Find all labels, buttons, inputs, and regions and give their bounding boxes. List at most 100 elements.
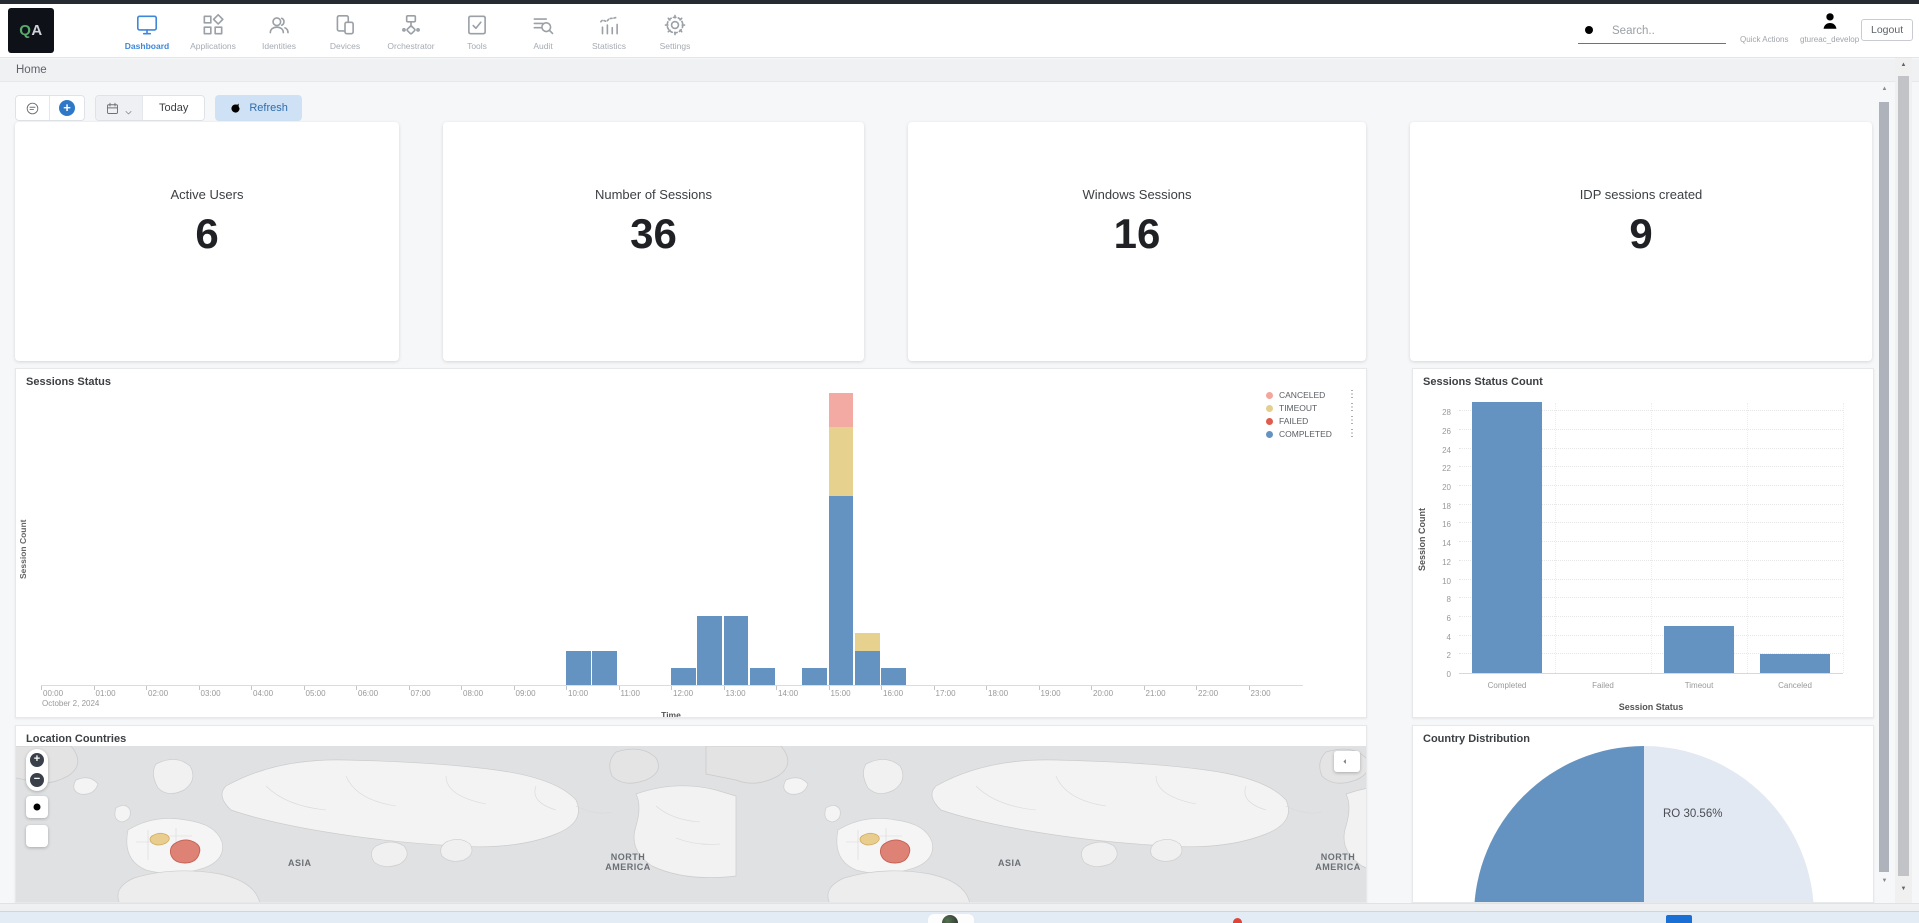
legend-kebab-menu-icon[interactable]: ⋮ xyxy=(1347,389,1357,400)
zoom-in-button[interactable]: + xyxy=(30,753,44,767)
zoom-out-button[interactable]: − xyxy=(30,773,44,787)
nav-item-audit[interactable]: Audit xyxy=(510,4,576,58)
session-bar-segment[interactable] xyxy=(723,616,749,685)
x-axis-category-label: Timeout xyxy=(1684,681,1714,690)
x-axis-tick xyxy=(93,686,95,690)
session-bar-segment[interactable] xyxy=(592,650,617,685)
legend-label: CANCELED xyxy=(1279,390,1326,400)
x-axis-tick xyxy=(1091,686,1092,690)
nav-label: Settings xyxy=(659,40,691,51)
widget-layout-button[interactable] xyxy=(16,96,49,120)
map-locate-button[interactable] xyxy=(26,796,48,818)
browser-scrollbar-thumb[interactable] xyxy=(1898,76,1909,876)
widget-actions-group: + xyxy=(15,95,85,121)
session-bar-segment[interactable] xyxy=(749,667,775,685)
nav-item-settings[interactable]: Settings xyxy=(642,4,708,58)
gridline-vertical xyxy=(1651,403,1652,673)
add-widget-button[interactable]: + xyxy=(49,96,84,120)
maps-row: Location Countries xyxy=(15,725,1874,903)
y-axis-tick-label: 2 xyxy=(1446,651,1451,661)
x-axis-tick-label: 12:00 xyxy=(673,689,694,698)
scroll-down-icon[interactable]: ▼ xyxy=(1881,878,1888,884)
nav-item-statistics[interactable]: Statistics xyxy=(576,4,642,58)
session-bar-segment[interactable] xyxy=(802,667,827,685)
search-input[interactable] xyxy=(1612,24,1712,37)
stat-title: Active Users xyxy=(170,187,244,202)
devices-icon xyxy=(332,12,358,38)
x-axis-tick-label: 05:00 xyxy=(305,689,326,698)
x-axis-tick-label: 22:00 xyxy=(1198,689,1219,698)
legend-row[interactable]: CANCELED ⋮ xyxy=(1266,389,1357,400)
logout-button[interactable]: Logout xyxy=(1861,19,1914,41)
user-menu[interactable]: gtureac_develop xyxy=(1800,10,1859,44)
map-legend-toggle-button[interactable] xyxy=(1334,751,1360,772)
session-bar-segment[interactable] xyxy=(566,650,591,685)
refresh-button[interactable]: Refresh xyxy=(215,95,302,121)
x-axis-tick xyxy=(356,686,357,690)
country-pie-chart[interactable] xyxy=(1474,746,1814,902)
session-bar-segment[interactable] xyxy=(828,427,854,497)
map-label-asia: ASIA xyxy=(288,858,312,868)
nav-item-orchestrator[interactable]: Orchestrator xyxy=(378,4,444,58)
x-axis-tick-label: 15:00 xyxy=(830,689,851,698)
stat-card-active-users: Active Users 6 xyxy=(15,122,399,361)
nav-item-devices[interactable]: Devices xyxy=(312,4,378,58)
browser-scrollbar[interactable]: ▲ ▼ xyxy=(1895,58,1912,903)
date-picker-button[interactable] xyxy=(96,96,142,120)
map-fullscreen-button[interactable] xyxy=(26,825,48,847)
x-axis-tick-label: 00:00 xyxy=(43,689,64,698)
x-axis-tick xyxy=(723,686,725,690)
taskbar-app-icon[interactable] xyxy=(942,915,958,923)
nav-item-applications[interactable]: Applications xyxy=(180,4,246,58)
scroll-up-icon[interactable]: ▲ xyxy=(1900,62,1907,68)
quick-actions-button[interactable]: Quick Actions xyxy=(1740,10,1788,44)
chevron-down-icon xyxy=(124,104,133,114)
nav-item-identities[interactable]: Identities xyxy=(246,4,312,58)
nav-item-dashboard[interactable]: Dashboard xyxy=(114,4,180,58)
world-map[interactable]: ASIA NORTH AMERICA ASIA NORTH AMERICA xyxy=(16,746,1366,902)
status-count-bar[interactable] xyxy=(1760,654,1830,673)
stat-title: IDP sessions created xyxy=(1579,187,1703,202)
status-count-bar[interactable] xyxy=(1664,626,1734,673)
plus-circle-icon: + xyxy=(59,100,75,116)
chart-list-menu-icon[interactable] xyxy=(23,698,37,712)
taskbar-active-app-icon[interactable] xyxy=(1666,915,1692,923)
status-count-bar[interactable] xyxy=(1472,402,1542,673)
x-axis-tick xyxy=(1143,686,1145,690)
x-axis-tick xyxy=(146,686,147,690)
session-bar-segment[interactable] xyxy=(881,667,906,685)
legend-kebab-menu-icon[interactable]: ⋮ xyxy=(1347,428,1357,439)
legend-row[interactable]: COMPLETED ⋮ xyxy=(1266,428,1357,439)
scroll-down-icon[interactable]: ▼ xyxy=(1900,886,1907,892)
crosshair-icon xyxy=(30,800,44,814)
session-bar-segment[interactable] xyxy=(671,667,696,685)
page-bottom-strip xyxy=(0,903,1919,911)
session-bar-segment[interactable] xyxy=(697,616,722,685)
gridline-vertical xyxy=(1747,403,1748,673)
legend-kebab-menu-icon[interactable]: ⋮ xyxy=(1347,402,1357,413)
session-bar-segment[interactable] xyxy=(854,650,880,685)
x-axis-category-label: Completed xyxy=(1487,681,1527,690)
date-range-value[interactable]: Today xyxy=(142,96,205,120)
x-axis-tick-label: 13:00 xyxy=(725,689,746,698)
y-axis-tick-label: 14 xyxy=(1442,539,1451,549)
session-bar-segment[interactable] xyxy=(828,496,854,685)
scroll-up-icon[interactable]: ▲ xyxy=(1881,86,1888,92)
session-bar-segment[interactable] xyxy=(854,633,880,651)
legend-row[interactable]: FAILED ⋮ xyxy=(1266,415,1357,426)
y-axis-tick-label: 28 xyxy=(1442,408,1451,418)
legend-kebab-menu-icon[interactable]: ⋮ xyxy=(1347,415,1357,426)
legend-row[interactable]: TIMEOUT ⋮ xyxy=(1266,402,1357,413)
breadcrumb-current[interactable]: Home xyxy=(16,64,47,76)
nav-item-tools[interactable]: Tools xyxy=(444,4,510,58)
session-bar-segment[interactable] xyxy=(828,393,854,428)
y-axis-tick-label: 26 xyxy=(1442,427,1451,437)
page-scrollbar-thumb[interactable] xyxy=(1879,102,1889,872)
page-scrollbar[interactable]: ▲ ▼ xyxy=(1878,82,1891,903)
stat-card-windows-sessions: Windows Sessions 16 xyxy=(908,122,1366,361)
nav-label: Statistics xyxy=(591,40,626,51)
search-icon[interactable] xyxy=(1582,23,1598,39)
x-axis-tick-label: 08:00 xyxy=(463,689,484,698)
